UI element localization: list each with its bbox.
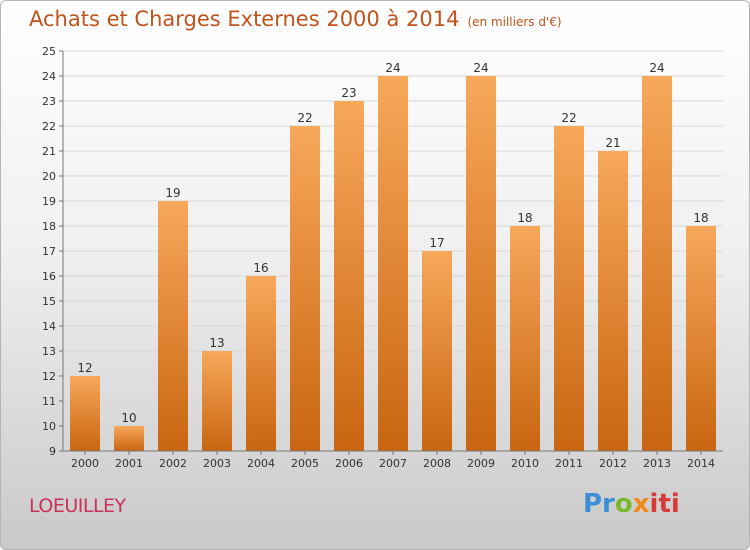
y-tick-label: 21	[42, 145, 56, 158]
x-axis: 2000 2001 2002 2003 2004 2005 2006 2007 2008 2009…	[63, 450, 723, 470]
y-tick-label: 11	[42, 395, 56, 408]
bar-value-label: 24	[385, 61, 400, 75]
y-tick-label: 20	[42, 170, 56, 183]
bar	[290, 126, 320, 451]
bar-value-label: 21	[605, 136, 620, 150]
logo-part: Pr	[583, 489, 615, 519]
bar-value-label: 10	[121, 411, 136, 425]
bar-value-label: 24	[473, 61, 488, 75]
x-tick-label: 2003	[203, 457, 231, 470]
y-tick-label: 19	[42, 195, 56, 208]
x-tick-label: 2001	[115, 457, 143, 470]
bar	[554, 126, 584, 451]
x-tick-label: 2002	[159, 457, 187, 470]
x-tick-label: 2000	[71, 457, 99, 470]
bar	[422, 251, 452, 451]
bar-value-label: 18	[693, 211, 708, 225]
bar	[70, 376, 100, 451]
bar	[378, 76, 408, 451]
x-tick-label: 2013	[643, 457, 671, 470]
y-tick-label: 9	[49, 445, 56, 458]
y-tick-label: 15	[42, 295, 56, 308]
bar	[202, 351, 232, 451]
commune-name: LOEUILLEY	[29, 495, 126, 517]
y-tick-label: 22	[42, 120, 56, 133]
y-tick-label: 14	[42, 320, 56, 333]
bar	[686, 226, 716, 451]
y-tick-label: 12	[42, 370, 56, 383]
bar	[114, 426, 144, 451]
chart-subtitle: (en milliers d'€)	[467, 15, 562, 29]
bar-value-label: 24	[649, 61, 664, 75]
proxiti-logo: Proxiti	[583, 489, 680, 519]
y-tick-label: 16	[42, 270, 56, 283]
x-tick-label: 2007	[379, 457, 407, 470]
y-tick-label: 18	[42, 220, 56, 233]
x-tick-label: 2006	[335, 457, 363, 470]
bar-value-label: 19	[165, 186, 180, 200]
bar	[598, 151, 628, 451]
bar	[246, 276, 276, 451]
x-tick-label: 2012	[599, 457, 627, 470]
bar-value-label: 18	[517, 211, 532, 225]
y-tick-label: 10	[42, 420, 56, 433]
bar-value-label: 13	[209, 336, 224, 350]
y-tick-label: 13	[42, 345, 56, 358]
bar-value-label: 22	[561, 111, 576, 125]
x-tick-label: 2014	[687, 457, 715, 470]
chart-title: Achats et Charges Externes 2000 à 2014 (e…	[29, 7, 562, 31]
y-tick-label: 17	[42, 245, 56, 258]
y-tick-label: 25	[42, 45, 56, 58]
x-tick-label: 2011	[555, 457, 583, 470]
bar-value-label: 17	[429, 236, 444, 250]
y-tick-label: 23	[42, 95, 56, 108]
x-tick-label: 2010	[511, 457, 539, 470]
bar-value-label: 22	[297, 111, 312, 125]
bar	[334, 101, 364, 451]
x-tick-label: 2008	[423, 457, 451, 470]
bars: 12 10 19 13 16 22 23 24 17 24 18 22 21 24 18	[70, 61, 716, 451]
logo-part: iti	[649, 489, 680, 519]
bar	[158, 201, 188, 451]
bar-value-label: 23	[341, 86, 356, 100]
bar	[510, 226, 540, 451]
x-tick-label: 2005	[291, 457, 319, 470]
bar	[642, 76, 672, 451]
bar	[466, 76, 496, 451]
x-tick-label: 2004	[247, 457, 275, 470]
logo-part: o	[614, 489, 633, 519]
x-tick-label: 2009	[467, 457, 495, 470]
bar-value-label: 16	[253, 261, 268, 275]
bar-value-label: 12	[77, 361, 92, 375]
logo-part: x	[632, 489, 650, 519]
y-tick-label: 24	[42, 70, 56, 83]
chart-title-text: Achats et Charges Externes 2000 à 2014	[29, 7, 460, 31]
y-axis: 9 10 11 12 13 14 15 16 17 18 19 20 21 22 23 24 25	[42, 45, 64, 458]
